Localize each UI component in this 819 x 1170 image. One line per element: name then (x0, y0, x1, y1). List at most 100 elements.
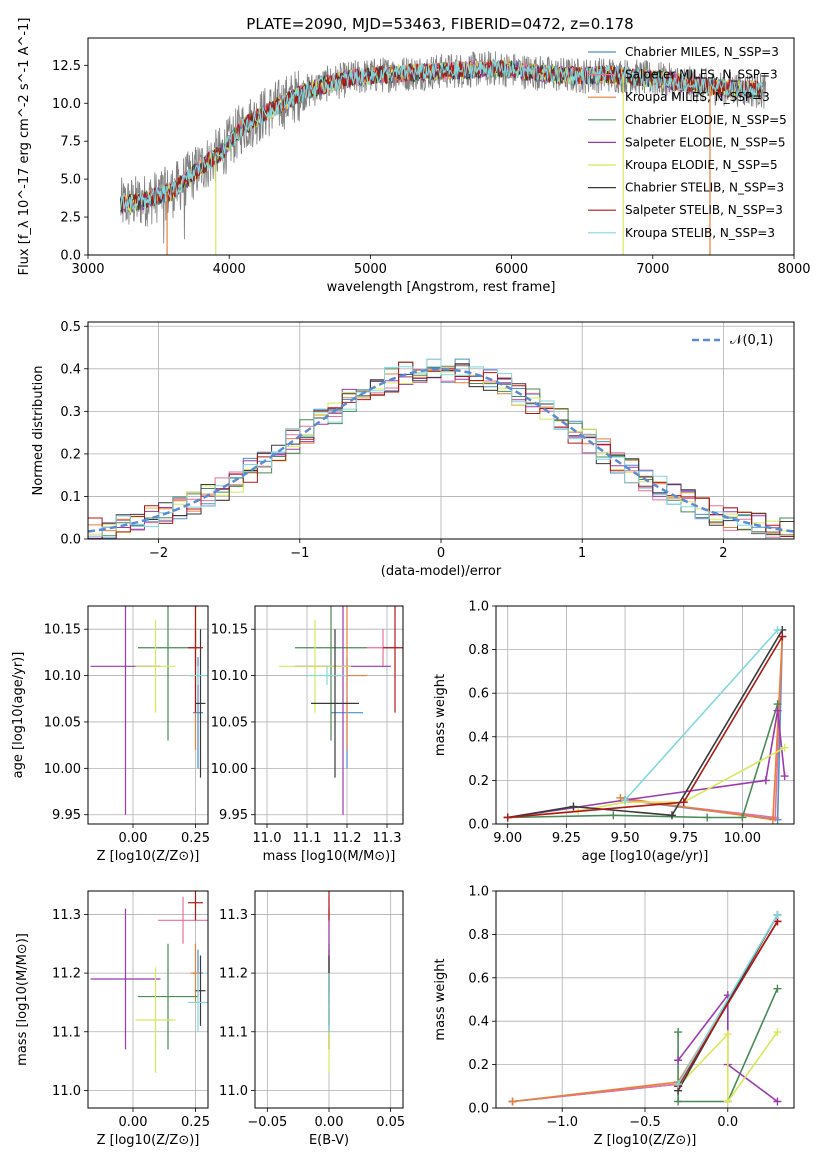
y-tick-label: 11.2 (52, 967, 81, 982)
y-tick-label: 11.1 (219, 1025, 248, 1040)
weight-marker (773, 625, 782, 634)
x-tick-label: 0.00 (119, 1115, 148, 1130)
x-tick-label: −0.5 (629, 1115, 661, 1130)
x-axis-label: Z [log10(Z/Z⊙)] (97, 849, 200, 864)
y-tick-label: 0.6 (468, 687, 489, 702)
y-tick-label: 0.2 (468, 774, 489, 789)
axes-frame (254, 890, 404, 1109)
y-tick-label: 0.4 (468, 730, 489, 745)
weight-marker (609, 811, 618, 820)
weight-marker (503, 813, 512, 822)
axes-weight_vs_Z: −1.0 −0.5 0.0 0.0 0.2 0.4 0.6 0.8 1.0 Z [log10(Z/… (433, 885, 795, 1148)
axes-frame (87, 890, 209, 1109)
y-tick-label: 11.3 (52, 908, 81, 923)
plot-area (88, 358, 794, 539)
x-tick-label: 9.75 (669, 831, 698, 846)
weight-marker (508, 1097, 517, 1106)
weight-marker (674, 1028, 683, 1037)
legend-label: Chabrier MILES, N_SSP=3 (625, 45, 779, 59)
y-tick-label: 11.0 (52, 1084, 81, 1099)
y-tick-label: 11.3 (219, 908, 248, 923)
weight-marker (738, 813, 747, 822)
y-tick-label: 0.4 (468, 1015, 489, 1030)
y-axis-label: mass weight (433, 958, 448, 1040)
weight-marker (674, 1097, 683, 1106)
axes-background (88, 891, 208, 1108)
x-tick-label: 5000 (354, 262, 387, 277)
y-tick-label: 0.2 (468, 1058, 489, 1073)
y-tick-label: 0.4 (60, 362, 81, 377)
legend-label: Kroupa ELODIE, N_SSP=5 (625, 158, 778, 172)
x-tick-label: 11.1 (293, 831, 322, 846)
weight-marker (703, 813, 712, 822)
y-tick-label: 0.0 (468, 1102, 489, 1117)
axes-age_vs_Z: 0.00 0.25 9.95 10.00 10.05 10.10 10.15 Z [log10… (11, 605, 210, 864)
y-tick-label: 10.00 (211, 762, 248, 777)
legend-label: Salpeter STELIB, N_SSP=3 (625, 203, 783, 217)
y-axis-label: mass weight (433, 674, 448, 756)
weight-line (677, 1031, 779, 1104)
y-tick-label: 0.3 (60, 405, 81, 420)
weight-marker (780, 743, 789, 752)
x-tick-label: 0.25 (181, 1115, 210, 1130)
x-tick-label: 2 (719, 546, 727, 561)
legend-label: Salpeter ELODIE, N_SSP=5 (625, 135, 786, 149)
y-tick-label: 0.6 (468, 971, 489, 986)
x-tick-label: 0.05 (376, 1115, 405, 1130)
x-tick-label: 0 (437, 546, 445, 561)
axes-frame (87, 605, 209, 825)
plot-area (90, 891, 208, 1073)
x-tick-label: 4000 (213, 262, 246, 277)
x-tick-label: −1 (290, 546, 309, 561)
y-tick-label: 2.5 (60, 211, 81, 226)
y-tick-label: 0.1 (60, 490, 81, 505)
weight-marker (773, 1097, 782, 1106)
x-tick-label: −1.0 (546, 1115, 578, 1130)
weight-marker (773, 984, 782, 993)
x-axis-label: Z [log10(Z/Z⊙)] (594, 1133, 697, 1148)
weight-marker (723, 1097, 732, 1106)
x-tick-label: 11.0 (253, 831, 282, 846)
y-tick-label: 10.05 (44, 715, 81, 730)
y-tick-label: 0.8 (468, 928, 489, 943)
x-tick-label: 6000 (495, 262, 528, 277)
gaussian-reference (88, 368, 794, 533)
axes-age_vs_mass: 11.0 11.1 11.2 11.3 9.95 10.00 10.05 10.10 10.15… (211, 605, 404, 864)
legend-label: Kroupa STELIB, N_SSP=3 (625, 226, 775, 240)
weight-marker (569, 802, 578, 811)
x-tick-label: 10.00 (724, 831, 761, 846)
x-tick-label: 11.2 (333, 831, 362, 846)
histogram-step (88, 358, 794, 539)
x-tick-label: 3000 (71, 262, 104, 277)
plot-area (508, 910, 782, 1106)
weight-marker (761, 776, 770, 785)
weight-marker (679, 798, 688, 807)
y-tick-label: 11.2 (219, 967, 248, 982)
x-tick-label: 7000 (636, 262, 669, 277)
y-tick-label: 7.5 (60, 135, 81, 150)
x-tick-label: 0.00 (315, 1115, 344, 1130)
x-axis-label: wavelength [Angstrom, rest frame] (327, 280, 556, 295)
model-line (120, 59, 764, 212)
x-axis-label: mass [log10(M/M⊙)] (263, 849, 396, 864)
x-axis-label: E(B-V) (309, 1133, 349, 1148)
axes-frame (87, 321, 795, 540)
axes-frame (254, 605, 404, 825)
weight-marker (773, 1028, 782, 1037)
y-axis-label: mass [log10(M/M⊙)] (15, 933, 30, 1066)
x-tick-label: 1 (578, 546, 586, 561)
axes-background (496, 606, 794, 824)
y-axis-label: Flux [f_λ 10^-17 erg cm^-2 s^-1 A^-1] (17, 18, 32, 276)
x-tick-label: 0.25 (181, 831, 210, 846)
figure-title: PLATE=2090, MJD=53463, FIBERID=0472, z=0… (246, 15, 633, 33)
axes-spectrum: 3000 4000 5000 6000 7000 8000 0.0 2.5 5.0 7.5 10.0… (17, 18, 811, 295)
y-tick-label: 9.95 (219, 808, 248, 823)
weight-line (507, 629, 783, 819)
weight-line (677, 988, 779, 1103)
x-tick-label: −0.05 (247, 1115, 287, 1130)
weight-marker (674, 1080, 683, 1089)
y-axis-label: age [log10(age/yr)] (11, 652, 26, 779)
y-tick-label: 10.0 (52, 97, 81, 112)
x-tick-label: 9.50 (611, 831, 640, 846)
